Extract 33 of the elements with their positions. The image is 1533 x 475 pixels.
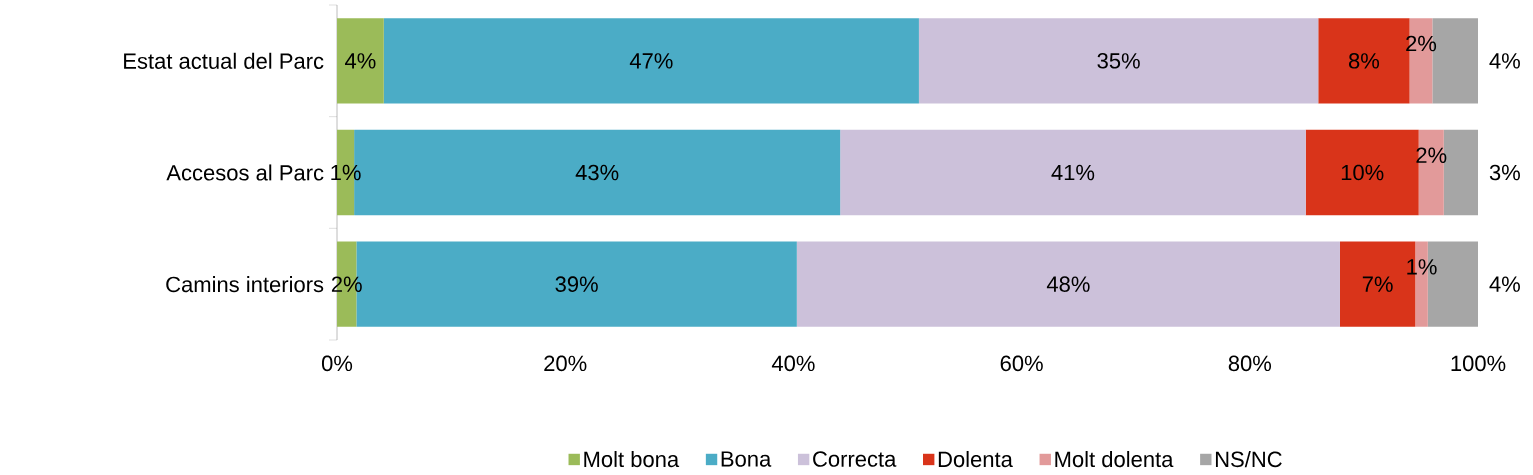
x-tick-label: 0%	[321, 355, 353, 372]
bar	[796, 241, 1340, 327]
x-tick-label: 100%	[1451, 355, 1506, 372]
bar	[383, 18, 919, 104]
data-label: 4%	[1489, 53, 1520, 69]
x-tick-label: 80%	[1228, 355, 1272, 372]
x-tick-label: 20%	[544, 355, 587, 372]
y-tick-label: Accesos al Parc	[166, 164, 324, 181]
bar	[918, 18, 1319, 104]
y-tick-label: Estat actual del Parc	[124, 52, 324, 69]
data-label: 35%	[1097, 53, 1140, 69]
legend-label: Bona	[721, 451, 772, 467]
data-label: 4%	[345, 53, 376, 69]
legend-label: Dolenta	[938, 450, 1013, 468]
data-label: 39%	[555, 276, 598, 292]
data-label: 10%	[1341, 164, 1384, 181]
x-tick-label: 60%	[1000, 355, 1043, 372]
bar	[337, 18, 384, 104]
legend-label: Correcta	[813, 451, 897, 467]
y-tick-label: Camins interiors	[166, 276, 324, 293]
x-tick-label: 40%	[771, 355, 815, 372]
data-label: 8%	[1348, 53, 1380, 69]
data-label: 47%	[629, 53, 673, 69]
data-label: 48%	[1046, 276, 1090, 292]
bar	[840, 129, 1306, 216]
data-label: 7%	[1362, 276, 1393, 292]
legend-label: NS/NC	[1215, 450, 1282, 468]
data-label: 4%	[1489, 276, 1520, 292]
data-label: 43%	[575, 164, 619, 181]
legend-label: Molt bona	[584, 450, 680, 468]
legend-label: Molt dolenta	[1055, 450, 1174, 468]
data-label: 3%	[1489, 164, 1520, 181]
data-label: 41%	[1051, 164, 1095, 181]
